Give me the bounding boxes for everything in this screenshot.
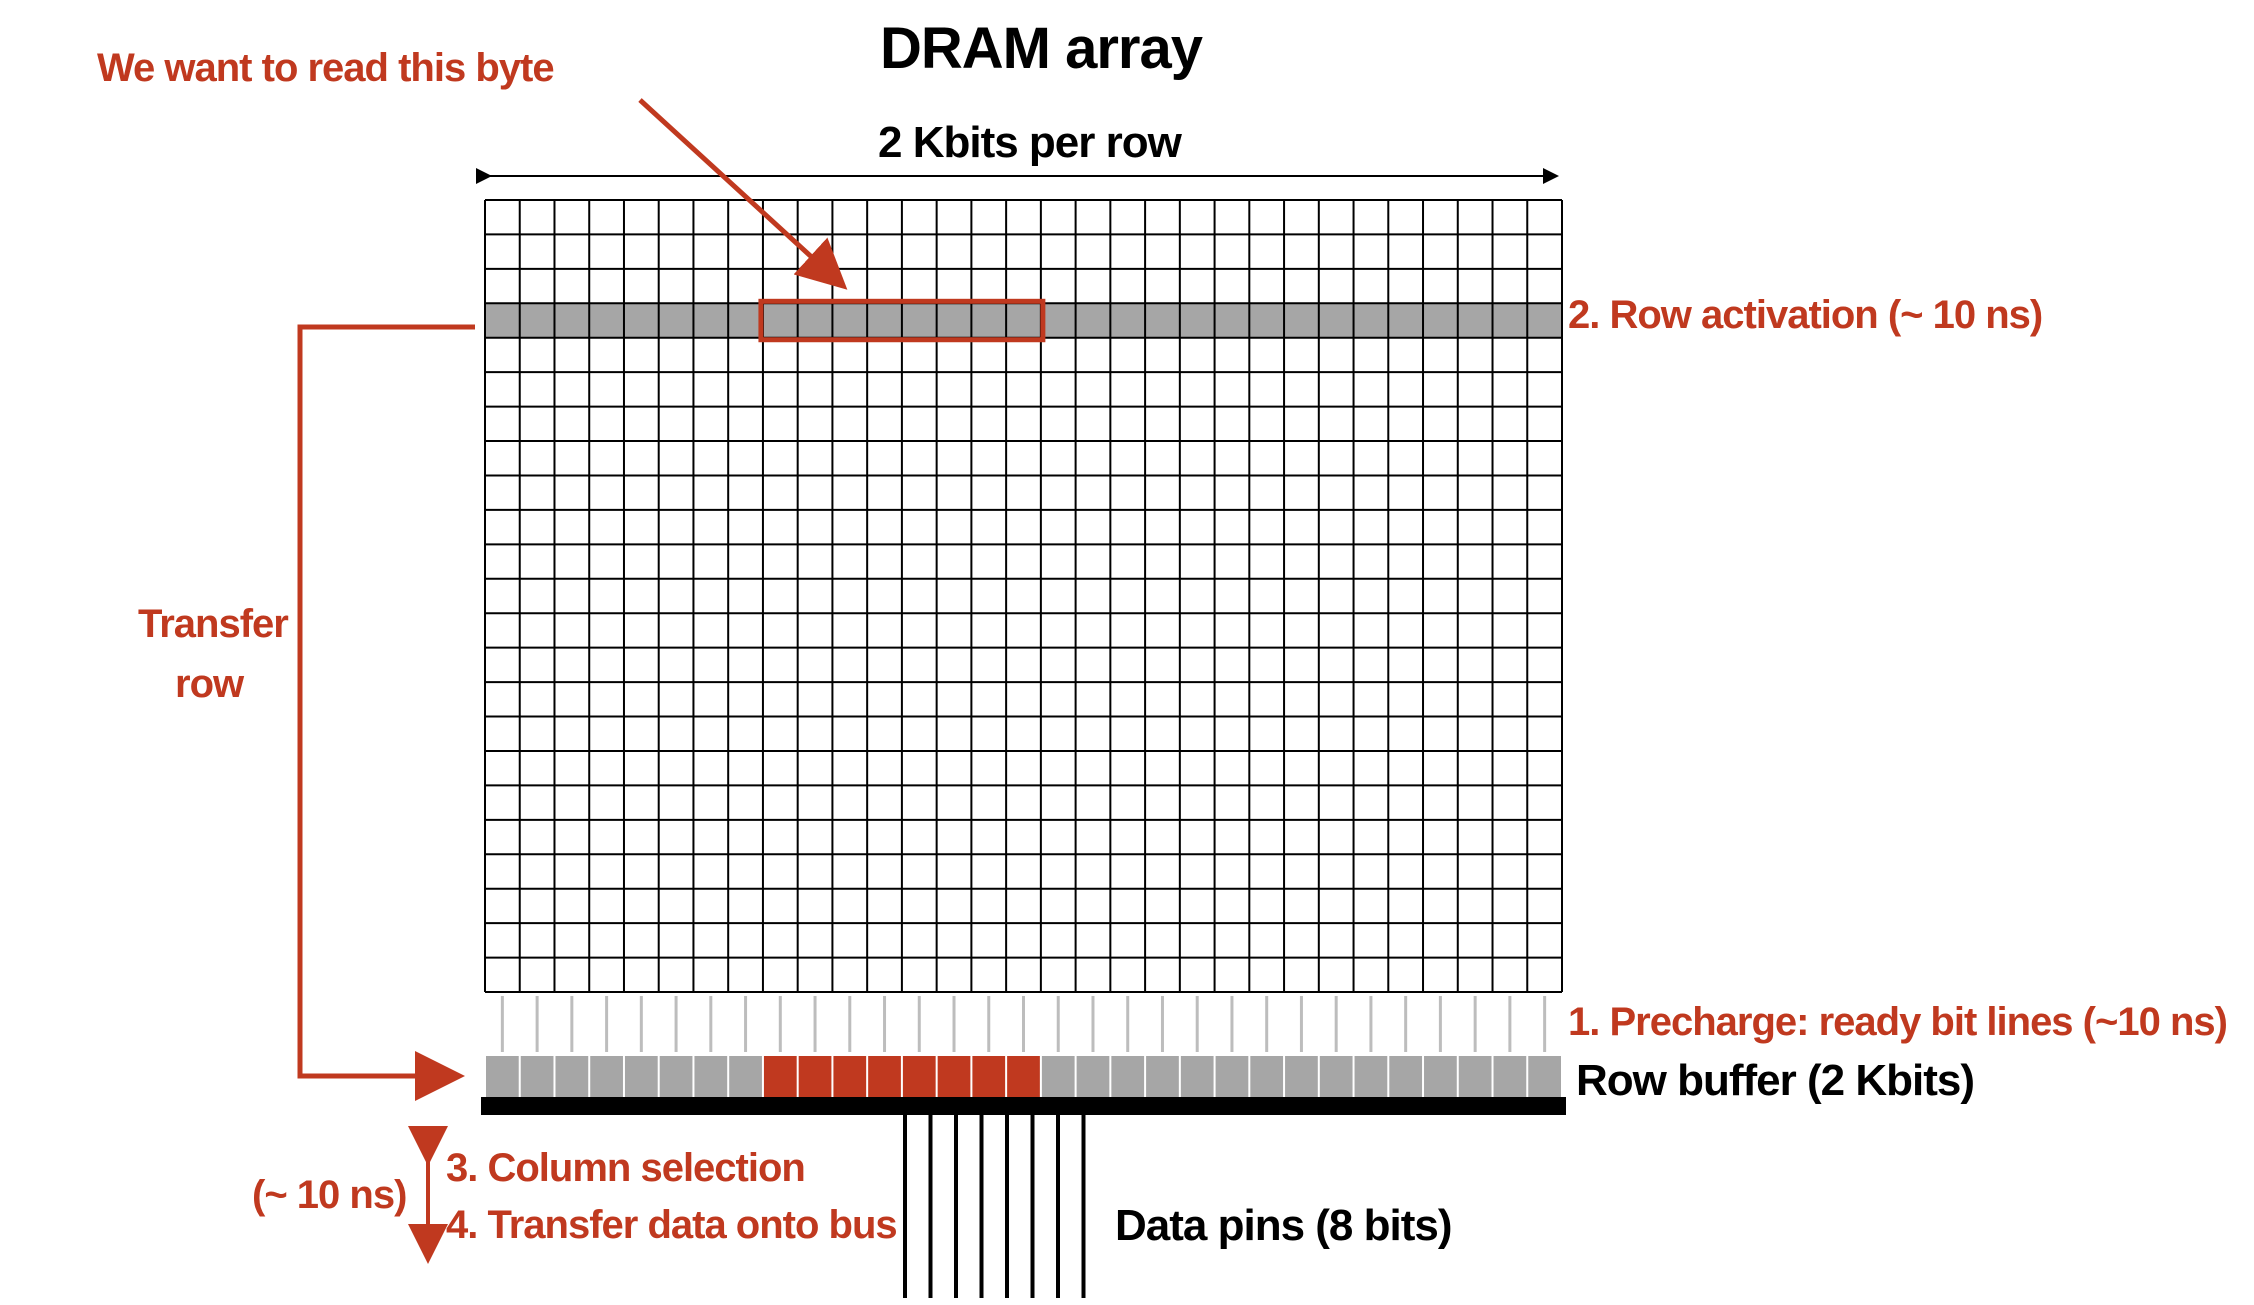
column-selection-label: 3. Column selection xyxy=(446,1146,806,1190)
diagram-title: DRAM array xyxy=(880,16,1203,81)
cell-grid xyxy=(484,199,1563,993)
row-buffer-base-bar xyxy=(481,1097,1566,1115)
data-pins xyxy=(903,1115,1086,1298)
target-byte-label: We want to read this byte xyxy=(97,46,555,90)
transfer-row-label-line1: Transfer xyxy=(138,602,289,646)
precharge-label: 1. Precharge: ready bit lines (~10 ns) xyxy=(1568,1000,2228,1044)
row-width-label: 2 Kbits per row xyxy=(878,118,1182,167)
transfer-to-bus-label: 4. Transfer data onto bus xyxy=(446,1203,898,1247)
transfer-row-label-line2: row xyxy=(175,662,244,706)
row-buffer-label: Row buffer (2 Kbits) xyxy=(1576,1056,1975,1105)
row-buffer xyxy=(481,1054,1566,1115)
annotation-arrows xyxy=(297,98,1559,1264)
target-byte-pointer-arrow xyxy=(638,98,848,290)
row-activation-label: 2. Row activation (~ 10 ns) xyxy=(1568,293,2043,337)
bit-lines xyxy=(500,996,1547,1052)
transfer-row-arrow xyxy=(297,324,475,1101)
column-timing-label: (~ 10 ns) xyxy=(252,1173,407,1217)
dram-cell-array xyxy=(484,199,1563,993)
row-buffer-cells xyxy=(484,1054,1563,1097)
data-pins-label: Data pins (8 bits) xyxy=(1115,1201,1452,1250)
active-row-fill xyxy=(485,303,1562,338)
target-byte-box xyxy=(758,298,1046,343)
